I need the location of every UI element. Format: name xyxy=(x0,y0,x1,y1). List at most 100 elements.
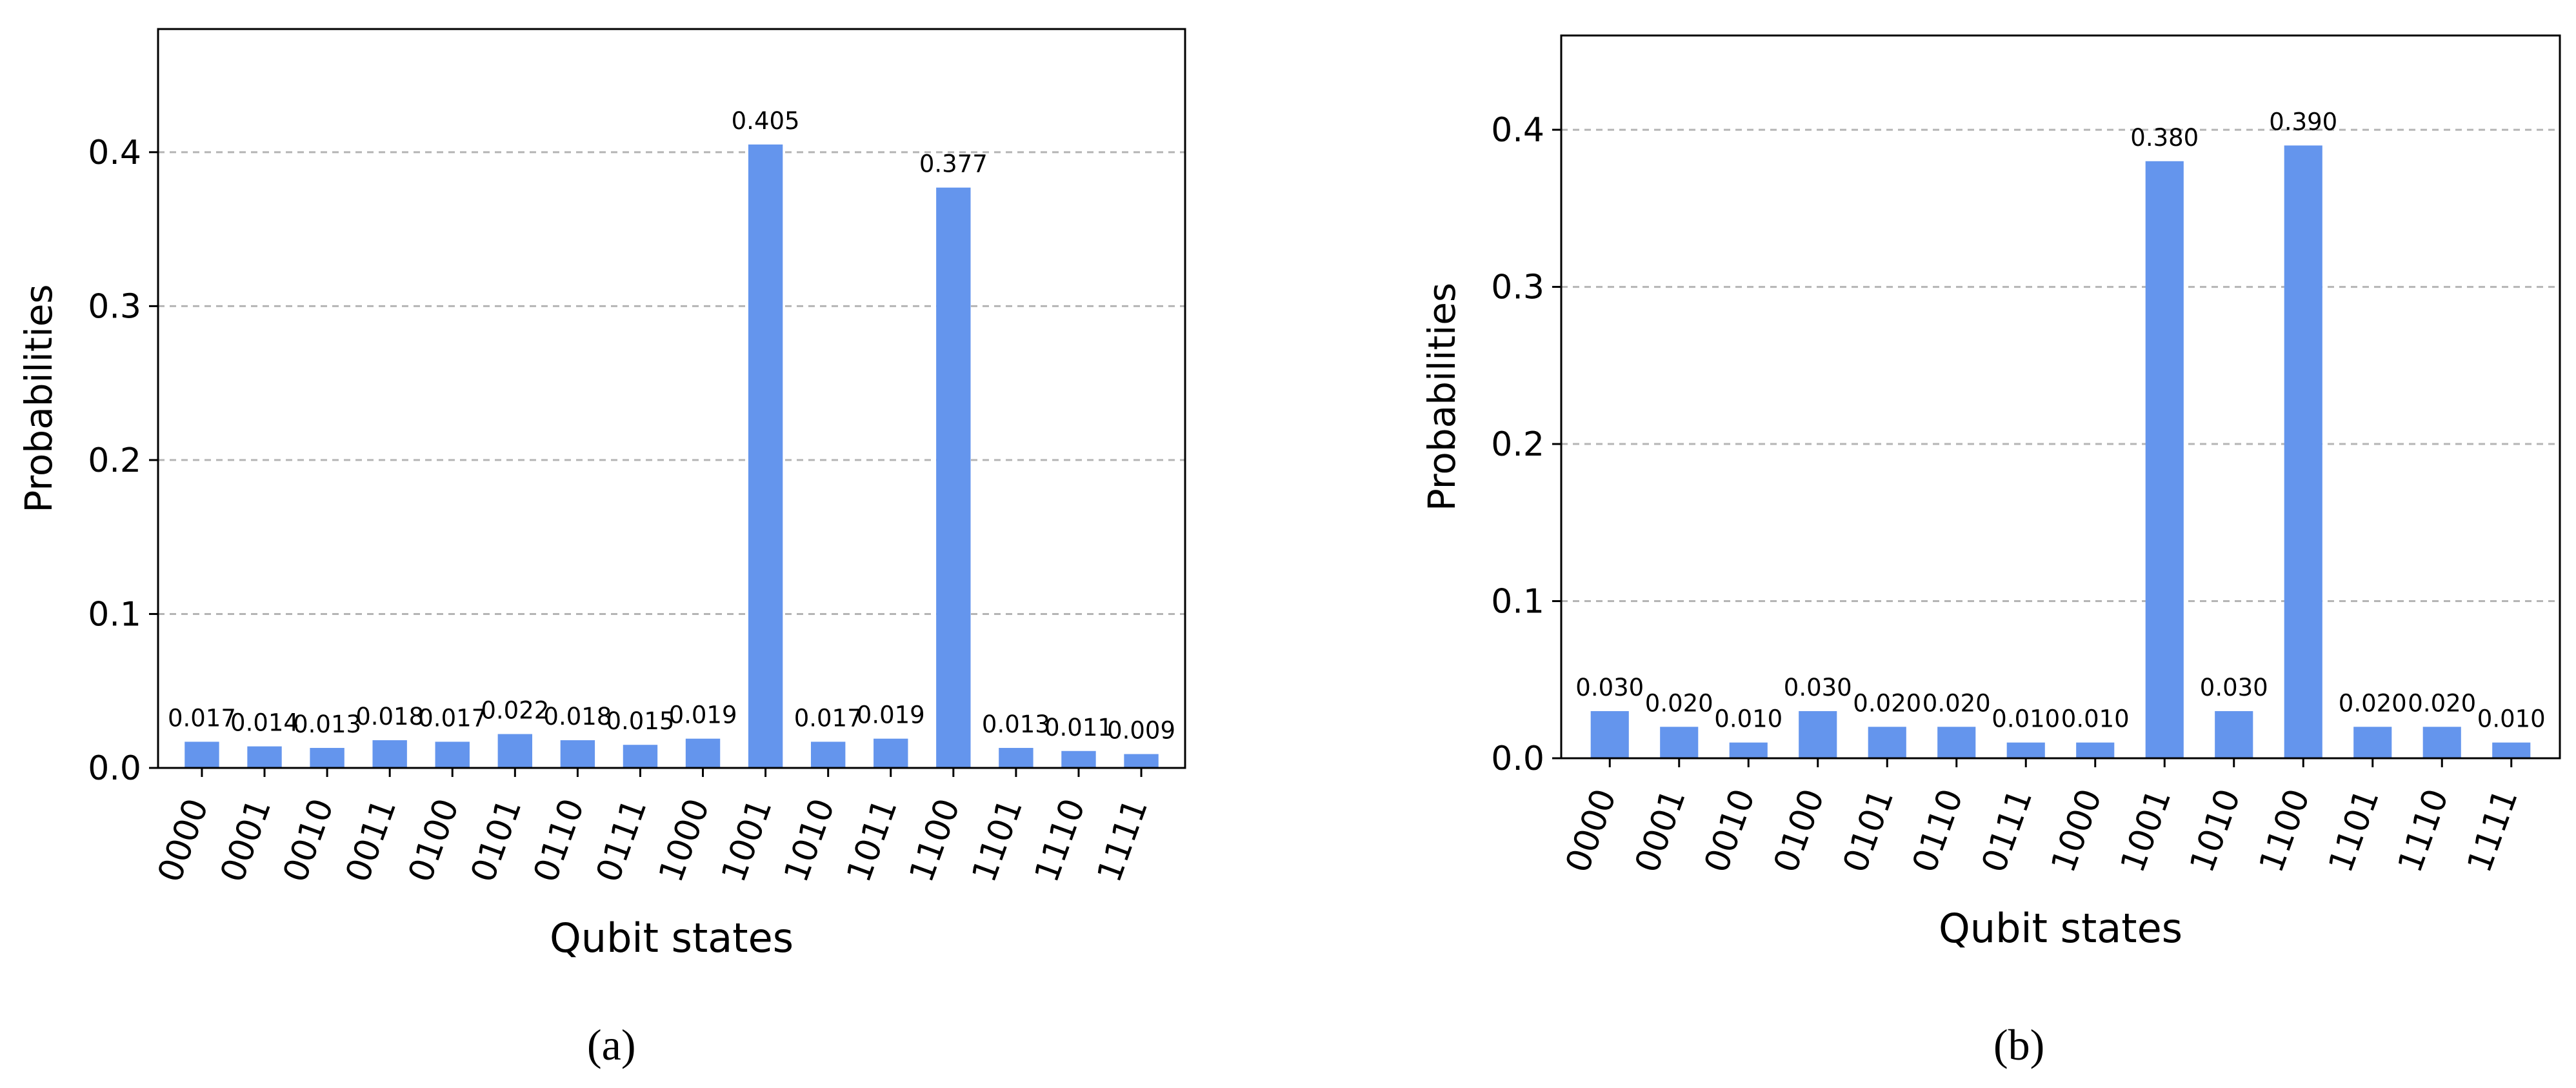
x-axis-label: Qubit states xyxy=(1939,905,2182,952)
bar-value-label: 0.017 xyxy=(418,704,486,732)
bar-value-label: 0.013 xyxy=(293,710,361,738)
bar xyxy=(310,747,344,768)
x-tick-label: 0010 xyxy=(1697,784,1763,878)
y-tick-label: 0.1 xyxy=(88,595,141,634)
y-tick-label: 0.2 xyxy=(1491,425,1544,464)
bar xyxy=(1660,727,1699,758)
bar-value-label: 0.020 xyxy=(2339,689,2407,717)
y-tick-label: 0.3 xyxy=(1491,268,1544,307)
x-tick-label: 1110 xyxy=(2391,784,2457,878)
x-tick-label: 1001 xyxy=(2113,784,2179,878)
x-tick-label: 0101 xyxy=(464,794,530,887)
bar-value-label: 0.030 xyxy=(1784,674,1852,701)
bar-value-label: 0.018 xyxy=(355,703,424,730)
x-tick-label: 1000 xyxy=(2044,784,2110,878)
y-tick-label: 0.0 xyxy=(88,749,141,788)
x-tick-label: 0001 xyxy=(1628,784,1693,878)
bar xyxy=(2284,145,2322,758)
x-tick-label: 1011 xyxy=(839,794,905,887)
bar-value-label: 0.011 xyxy=(1044,714,1113,741)
bar xyxy=(1937,727,1976,758)
bar-value-label: 0.010 xyxy=(1992,705,2060,733)
x-tick-label: 1101 xyxy=(964,794,1030,887)
x-tick-label: 0000 xyxy=(1559,784,1624,878)
bar xyxy=(874,738,908,768)
y-tick-label: 0.2 xyxy=(88,441,141,480)
x-tick-label: 1100 xyxy=(902,794,968,887)
bar-value-label: 0.017 xyxy=(168,704,236,732)
bar-value-label: 0.030 xyxy=(1575,674,1644,701)
y-tick-label: 0.1 xyxy=(1491,583,1544,621)
bar-value-label: 0.022 xyxy=(481,697,549,725)
bar xyxy=(2076,742,2115,758)
bar xyxy=(1799,710,1837,758)
x-tick-label: 1100 xyxy=(2252,784,2318,878)
x-tick-label: 0100 xyxy=(1766,784,1832,878)
y-tick-label: 0.4 xyxy=(1491,111,1544,150)
bar-value-label: 0.020 xyxy=(1853,689,1921,717)
x-tick-label: 0111 xyxy=(589,794,655,887)
chart-b: 0.0 0.1 0.2 0.3 0.4 0.030 0000 0.020 0001 0.010 00… xyxy=(1420,34,2561,952)
bar-value-label: 0.009 xyxy=(1107,717,1175,745)
x-tick-label: 0110 xyxy=(1905,784,1971,878)
bar xyxy=(2353,727,2392,758)
y-tick-label: 0.3 xyxy=(88,287,141,326)
x-tick-label: 0100 xyxy=(401,794,467,887)
bar-value-label: 0.015 xyxy=(606,707,674,735)
bar xyxy=(2422,727,2461,758)
bar-value-label: 0.390 xyxy=(2269,108,2337,136)
bar-value-label: 0.020 xyxy=(2408,689,2476,717)
x-axis-label: Qubit states xyxy=(550,914,794,962)
bar-value-label: 0.010 xyxy=(2477,705,2546,733)
bar xyxy=(560,740,595,768)
x-tick-label: 0011 xyxy=(339,794,404,887)
bar-value-label: 0.020 xyxy=(1645,689,1713,717)
bar-value-label: 0.010 xyxy=(2061,705,2130,733)
bar xyxy=(936,187,971,769)
x-tick-label: 1010 xyxy=(2182,784,2248,878)
x-tick-label: 0001 xyxy=(214,794,279,887)
bar xyxy=(2006,742,2045,758)
bar xyxy=(2145,161,2184,759)
bar xyxy=(999,747,1033,768)
bar xyxy=(2492,742,2531,758)
bar xyxy=(1868,727,1906,758)
bar xyxy=(1590,710,1629,758)
bar xyxy=(2215,710,2253,758)
chart-a: 0.0 0.1 0.2 0.3 0.4 0.017 0000 0.014 0001 0.013 00… xyxy=(17,28,1186,962)
plot-frame xyxy=(157,28,1186,769)
bar xyxy=(1729,742,1768,758)
bar xyxy=(435,741,470,768)
y-axis-label: Probabilities xyxy=(1420,283,1464,511)
plot-frame xyxy=(1560,34,2561,760)
x-tick-label: 0000 xyxy=(151,794,217,887)
x-tick-label: 0010 xyxy=(276,794,342,887)
bar-value-label: 0.019 xyxy=(669,701,737,729)
bar-value-label: 0.380 xyxy=(2130,124,2199,152)
y-axis-label: Probabilities xyxy=(17,284,61,512)
bar xyxy=(372,740,407,768)
panel-label-b: (b) xyxy=(1993,1020,2045,1069)
bar-value-label: 0.013 xyxy=(982,710,1050,738)
bar xyxy=(247,746,282,768)
bar xyxy=(810,741,846,768)
bar-value-label: 0.019 xyxy=(857,701,925,729)
panel-label-a: (a) xyxy=(587,1020,636,1069)
bar xyxy=(748,144,783,768)
bar xyxy=(1124,754,1159,768)
y-tick-label: 0.0 xyxy=(1491,740,1544,778)
x-tick-label: 0101 xyxy=(1836,784,1902,878)
bar-value-label: 0.377 xyxy=(919,150,988,178)
x-tick-label: 0110 xyxy=(526,794,592,887)
bar-value-label: 0.020 xyxy=(1922,689,1991,717)
bar-value-label: 0.014 xyxy=(230,709,299,737)
bar-value-label: 0.405 xyxy=(732,107,800,135)
bar xyxy=(497,734,533,768)
bar-value-label: 0.030 xyxy=(2200,674,2268,701)
x-tick-label: 1101 xyxy=(2321,784,2387,878)
bar-value-label: 0.010 xyxy=(1714,705,1782,733)
bar xyxy=(623,745,658,768)
x-tick-label: 1010 xyxy=(777,794,843,887)
x-tick-label: 1000 xyxy=(652,794,717,887)
